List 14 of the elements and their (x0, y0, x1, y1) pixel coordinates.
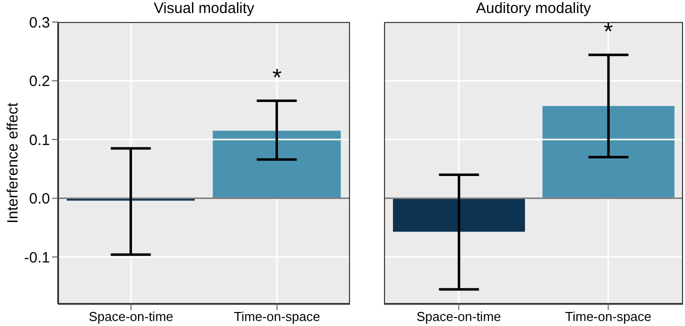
annotation: * (604, 18, 613, 46)
y-axis-title: Interference effect (4, 102, 22, 224)
y-tick-label: -0.1 (24, 249, 50, 266)
y-tick-label: 0.3 (29, 14, 50, 32)
chart-title: Auditory modality (474, 0, 592, 18)
y-tick-label: 0.2 (29, 73, 50, 90)
chart-title: Visual modality (152, 0, 256, 18)
x-tick-label: Time-on-space (234, 309, 320, 324)
y-tick-label: 0.1 (29, 132, 50, 149)
annotation: * (272, 64, 282, 92)
x-tick-label: Space-on-time (88, 309, 174, 324)
x-tick-label: Space-on-time (416, 309, 502, 324)
x-tick-label: Time-on-space (565, 309, 652, 324)
y-tick-label: 0.0 (29, 190, 50, 208)
